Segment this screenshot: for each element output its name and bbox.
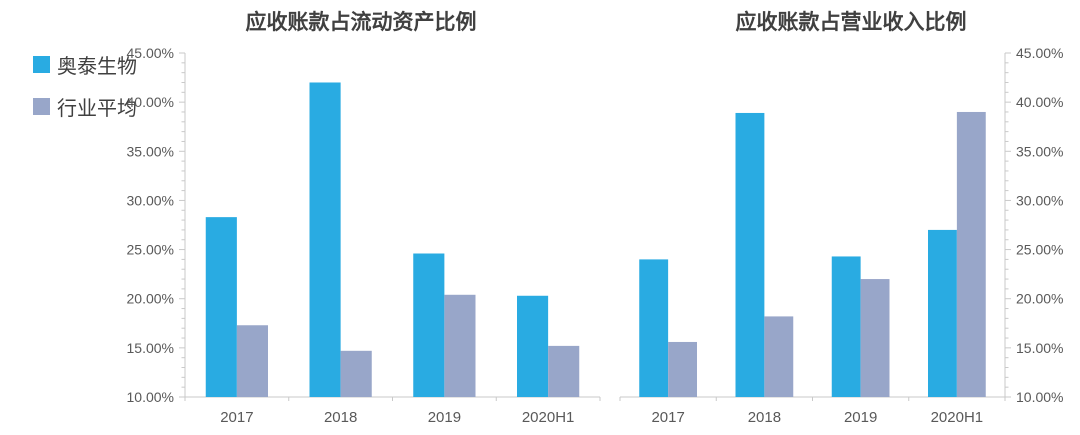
bar-2019-series-1 — [444, 294, 476, 397]
x-category-label: 2020H1 — [931, 409, 984, 426]
bar-2018-series-0 — [309, 82, 341, 397]
legend-item-industry: 行业平均 — [33, 92, 137, 121]
y-tick-label: 15.00% — [1016, 340, 1063, 356]
bar-2017-series-1 — [236, 325, 268, 397]
y-tick-label: 45.00% — [127, 45, 174, 61]
bar-2019-series-0 — [831, 256, 861, 397]
y-tick-label: 30.00% — [127, 192, 174, 208]
left-chart-title: 应收账款占流动资产比例 — [245, 11, 477, 34]
y-tick-label: 10.00% — [1016, 389, 1063, 405]
right-bar-chart: 45.00% 40.00% 35.00% 30.00% 25.00% 20.00% 15.0… — [619, 45, 1063, 426]
x-category-label: 2019 — [428, 409, 461, 426]
y-tick-label: 45.00% — [1016, 45, 1063, 61]
y-tick-label: 40.00% — [1016, 94, 1063, 110]
bar-2017-series-1 — [668, 341, 697, 397]
bar-2020H1-series-1 — [548, 345, 580, 397]
y-tick-label: 30.00% — [1016, 192, 1063, 208]
bar-2018-series-1 — [340, 350, 372, 397]
bar-2018-series-0 — [735, 112, 765, 397]
legend-swatch-industry — [33, 98, 50, 115]
bar-2019-series-1 — [860, 279, 890, 397]
x-category-label: 2019 — [844, 409, 877, 426]
x-category-label: 2020H1 — [522, 409, 575, 426]
bar-2020H1-series-0 — [928, 229, 957, 397]
x-category-label: 2018 — [748, 409, 781, 426]
legend-item-aotai: 奥泰生物 — [33, 50, 137, 79]
bar-2019-series-0 — [413, 253, 445, 397]
legend-swatch-aotai — [33, 56, 50, 73]
y-tick-label: 20.00% — [127, 291, 174, 307]
bar-2017-series-0 — [205, 217, 237, 397]
x-category-label: 2018 — [324, 409, 357, 426]
legend-label-industry: 行业平均 — [57, 98, 137, 120]
y-tick-label: 35.00% — [127, 143, 174, 159]
legend: 奥泰生物 行业平均 — [33, 50, 137, 121]
y-tick-label: 25.00% — [1016, 242, 1063, 258]
left-bar-chart: 45.00% 40.00% 35.00% 30.00% 25.00% 20.00% 15.0… — [127, 45, 601, 426]
y-tick-label: 20.00% — [1016, 291, 1063, 307]
x-category-label: 2017 — [220, 409, 253, 426]
y-tick-label: 40.00% — [127, 94, 174, 110]
bar-2018-series-1 — [764, 316, 794, 397]
bar-2017-series-0 — [639, 259, 669, 397]
y-tick-label: 35.00% — [1016, 143, 1063, 159]
y-tick-label: 10.00% — [127, 389, 174, 405]
y-tick-label: 25.00% — [127, 242, 174, 258]
right-chart-title: 应收账款占营业收入比例 — [735, 11, 967, 34]
x-category-label: 2017 — [651, 409, 684, 426]
y-tick-label: 15.00% — [127, 340, 174, 356]
bar-2020H1-series-1 — [956, 111, 986, 397]
bar-2020H1-series-0 — [517, 295, 549, 397]
legend-label-aotai: 奥泰生物 — [57, 56, 137, 78]
